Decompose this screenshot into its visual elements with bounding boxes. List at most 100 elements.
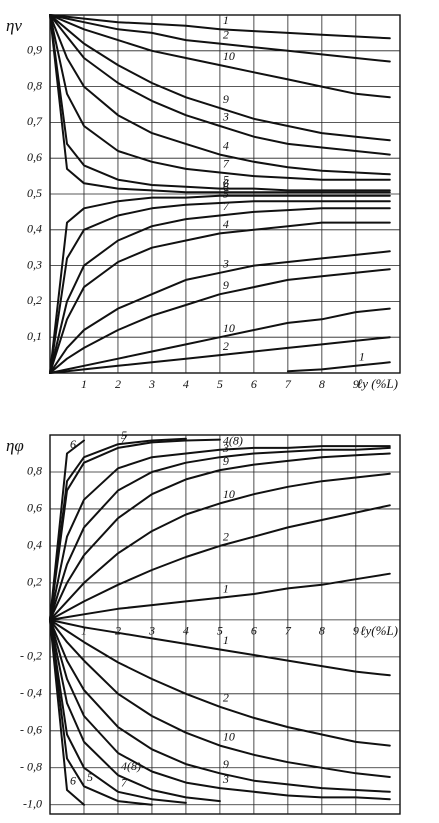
y-tick-label: - 0,6 [20, 723, 42, 737]
y-tick-label: 0,4 [27, 222, 42, 236]
curve [49, 14, 391, 99]
curve-label: 3 [222, 772, 229, 786]
y-tick-label: -1,0 [23, 797, 42, 811]
curve [49, 618, 221, 803]
curve-label: 1 [223, 633, 229, 647]
curve [49, 504, 391, 621]
curve-label: 2 [223, 530, 229, 544]
curve-label: 1 [359, 350, 365, 364]
x-tick-label: 2 [115, 377, 121, 391]
curve [49, 445, 391, 621]
y-tick-label: 0,2 [27, 575, 42, 589]
y-tick-label: 0,4 [27, 538, 42, 552]
y-tick-label: - 0,2 [20, 649, 42, 663]
curve [49, 472, 391, 621]
curve [49, 14, 391, 192]
x-axis-label: ℓy (%L) [357, 376, 398, 391]
curve-label: 10 [223, 321, 235, 335]
curve [286, 361, 391, 373]
x-tick-label: 7 [285, 624, 292, 638]
curve-label: 6 [70, 774, 76, 788]
curve [49, 446, 391, 621]
curve [49, 618, 85, 806]
curve [49, 250, 391, 374]
curve [49, 268, 391, 374]
y-tick-label: 0,6 [27, 150, 42, 164]
curve-label: 6 [70, 437, 76, 451]
x-tick-label: 7 [285, 377, 292, 391]
curve [49, 14, 391, 176]
curve [49, 14, 391, 40]
curve-label: 7 [223, 199, 230, 213]
curve-label: 6 [223, 176, 229, 190]
x-tick-label: 8 [319, 377, 325, 391]
curve [49, 14, 391, 181]
curve-label: 6 [223, 180, 229, 194]
curve-label: 7 [121, 776, 128, 790]
curve-label: 2 [223, 691, 229, 705]
curve-label: 3 [222, 257, 229, 271]
curve-label: 10 [223, 729, 235, 743]
curve [49, 200, 391, 374]
curve-label: 3 [222, 441, 229, 455]
y-tick-label: - 0,8 [20, 760, 42, 774]
curve-label: 5 [87, 770, 93, 784]
curve [49, 438, 221, 621]
curve-label: 9 [223, 757, 229, 771]
curve-label: 4(8) [121, 759, 141, 773]
curve-label: 9 [223, 278, 229, 292]
x-tick-label: 4 [183, 377, 189, 391]
y-tick-label: 0,2 [27, 293, 42, 307]
y-axis-label: ηv [6, 16, 22, 35]
curve [49, 618, 391, 677]
curve [49, 618, 391, 747]
curve-label: 1 [223, 581, 229, 595]
y-tick-label: 0,9 [27, 43, 42, 57]
x-tick-label: 6 [251, 377, 257, 391]
curve-label: 9 [223, 92, 229, 106]
y-tick-label: 0,8 [27, 78, 42, 92]
y-tick-label: 0,1 [27, 329, 42, 343]
curve [49, 14, 391, 63]
curve-label: 1 [223, 13, 229, 27]
curve [49, 618, 187, 804]
y-tick-label: 0,3 [27, 257, 42, 271]
curve [49, 618, 391, 793]
curve [49, 14, 391, 142]
curve [49, 207, 391, 374]
curve [49, 452, 391, 621]
y-tick-label: 0,5 [27, 186, 42, 200]
curve-label: 10 [223, 487, 235, 501]
curve [49, 221, 391, 374]
curve-label: 7 [121, 432, 128, 446]
curve-label: 4(8) [223, 434, 243, 448]
x-tick-label: 5 [217, 377, 223, 391]
y-tick-label: 0,8 [27, 464, 42, 478]
curve-label: 5 [121, 428, 127, 442]
y-axis-label: ηφ [6, 436, 24, 455]
curve-label: 5 [223, 187, 229, 201]
y-tick-label: 0,6 [27, 501, 42, 515]
y-tick-label: 0,7 [27, 114, 43, 128]
x-tick-label: 3 [148, 624, 155, 638]
x-tick-label: 3 [148, 377, 155, 391]
curve [49, 439, 85, 621]
curve [49, 307, 391, 374]
curve [49, 336, 391, 374]
curve-label: 9 [223, 454, 229, 468]
curve-label: 3 [222, 110, 229, 124]
curve-label: 4 [223, 138, 229, 152]
curve [49, 14, 391, 194]
curve [49, 572, 391, 621]
curve [49, 618, 153, 806]
curve [49, 194, 391, 374]
x-axis-label: ℓy(%L) [360, 623, 398, 638]
curve [49, 618, 391, 778]
y-tick-label: - 0,4 [20, 686, 42, 700]
curve-label: 2 [223, 27, 229, 41]
x-tick-label: 1 [81, 377, 87, 391]
curve [49, 618, 391, 801]
curve [49, 437, 187, 621]
x-tick-label: 9 [353, 377, 359, 391]
